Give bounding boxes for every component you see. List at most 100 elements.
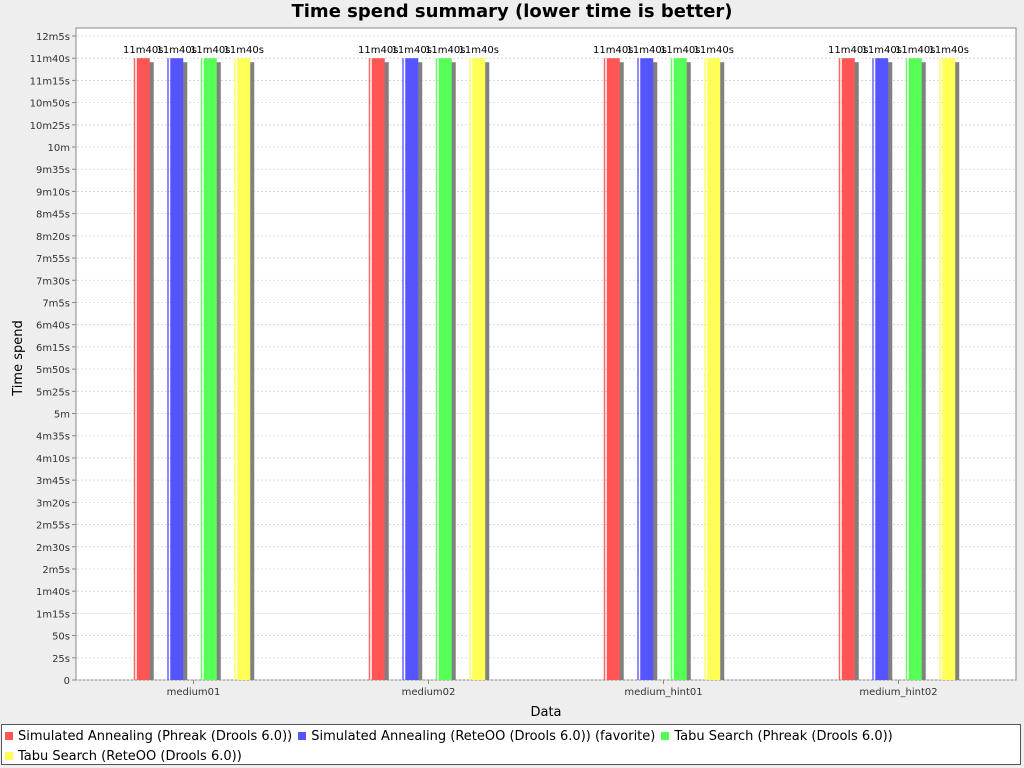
y-tick-label: 11m40s [30,54,70,65]
y-tick-label: 9m10s [36,187,70,198]
bar-value-label: 11m40s [862,45,902,56]
x-tick-label: medium02 [402,687,456,698]
bar-value-label: 11m40s [392,45,432,56]
plot-area [75,27,1017,681]
y-tick-label: 4m10s [36,454,70,465]
bar-edge [402,58,404,680]
bar[interactable] [841,58,855,680]
y-tick-label: 9m35s [36,165,70,176]
legend-label: Simulated Annealing (ReteOO (Drools 6.0)… [311,729,656,744]
bar[interactable] [472,58,486,680]
bar-value-label: 11m40s [425,45,465,56]
x-axis: medium01 medium02 medium_hint01 medium_hint… [167,680,938,698]
y-tick-label: 5m25s [36,387,70,398]
bar[interactable] [371,58,385,680]
y-tick-label: 6m15s [36,343,70,354]
legend-item: Simulated Annealing (ReteOO (Drools 6.0)… [298,727,655,747]
bar-value-label: 11m40s [358,45,398,56]
bar-value-label: 11m40s [660,45,700,56]
legend-label: Tabu Search (Phreak (Drools 6.0)) [674,729,893,744]
y-tick-label: 6m40s [36,321,70,332]
bar-value-label: 11m40s [627,45,667,56]
bar[interactable] [203,58,217,680]
bar-edge [838,58,841,680]
legend-swatch [5,752,13,760]
y-tick-label: 12m5s [36,32,70,43]
bar-value-label: 11m40s [157,45,197,56]
bar-edge [704,58,706,680]
legend-label: Simulated Annealing (Phreak (Drools 6.0)… [18,729,293,744]
bar-edge [167,58,169,680]
bar-edge [368,58,371,680]
bar-value-label: 11m40s [123,45,163,56]
y-tick-label: 1m15s [36,609,70,620]
y-tick-label: 5m50s [36,365,70,376]
y-tick-label: 3m45s [36,476,70,487]
y-tick-label: 50s [52,632,70,643]
y-tick-label: 25s [52,654,70,665]
bar-value-label: 11m40s [224,45,264,56]
bar-value-label: 11m40s [593,45,633,56]
bar[interactable] [673,58,687,680]
bar-edge [234,58,236,680]
x-tick-label: medium_hint02 [859,687,937,698]
bar[interactable] [640,58,654,680]
y-tick-label: 10m25s [30,121,70,132]
legend-swatch [661,732,670,740]
y-tick-label: 8m20s [36,232,70,243]
y-tick-label: 8m45s [36,210,70,221]
y-tick-label: 11m15s [30,76,70,87]
y-tick-label: 10m [48,143,70,154]
y-tick-label: 7m30s [36,276,70,287]
bar[interactable] [707,58,721,680]
bar-value-label: 11m40s [929,45,969,56]
bar-edge [469,58,471,680]
bar[interactable] [908,58,922,680]
y-tick-label: 4m35s [36,432,70,443]
y-tick-label: 2m55s [36,521,70,532]
bar[interactable] [405,58,419,680]
bar[interactable] [875,58,889,680]
y-tick-label: 2m30s [36,543,70,554]
bar-value-label: 11m40s [895,45,935,56]
chart-canvas: 0 25s 50s 1m15s 1m40s 2m5s 2m30s 2m55s 3m20s 3m45… [11,27,1017,720]
bar[interactable] [606,58,620,680]
legend-item: Tabu Search (ReteOO (Drools 6.0)) [5,747,242,767]
chart-title: Time spend summary (lower time is better… [291,1,733,22]
bar-edge [872,58,874,680]
bar-edge [133,58,136,680]
bar[interactable] [170,58,184,680]
bar[interactable] [136,58,150,680]
legend-item: Simulated Annealing (Phreak (Drools 6.0)… [5,727,292,747]
y-tick-label: 10m50s [30,99,70,110]
bar[interactable] [438,58,452,680]
bar-edge [603,58,606,680]
x-tick-label: medium_hint01 [624,687,702,698]
x-axis-label: Data [530,705,561,720]
bar[interactable] [942,58,956,680]
bar-edge [435,58,438,680]
bar-edge [939,58,941,680]
x-tick-label: medium01 [167,687,221,698]
bar-value-label: 11m40s [459,45,499,56]
y-tick-label: 7m5s [42,298,70,309]
y-tick-label: 2m5s [42,565,70,576]
bar-edge [670,58,673,680]
y-tick-label: 3m20s [36,498,70,509]
y-axis-label: Time spend [11,320,26,396]
bar-value-label: 11m40s [828,45,868,56]
y-axis: 0 25s 50s 1m15s 1m40s 2m5s 2m30s 2m55s 3m20s 3m45… [30,32,76,687]
y-tick-label: 5m [54,410,70,421]
legend: Simulated Annealing (Phreak (Drools 6.0)… [1,724,1021,765]
legend-swatch [5,732,13,740]
legend-swatch [298,732,307,740]
bar-edge [637,58,639,680]
y-tick-label: 0 [64,676,70,687]
bar-value-label: 11m40s [190,45,230,56]
bar-edge [200,58,203,680]
y-tick-label: 1m40s [36,587,70,598]
bar-edge [905,58,908,680]
legend-label: Tabu Search (ReteOO (Drools 6.0)) [18,749,242,764]
bar[interactable] [237,58,251,680]
